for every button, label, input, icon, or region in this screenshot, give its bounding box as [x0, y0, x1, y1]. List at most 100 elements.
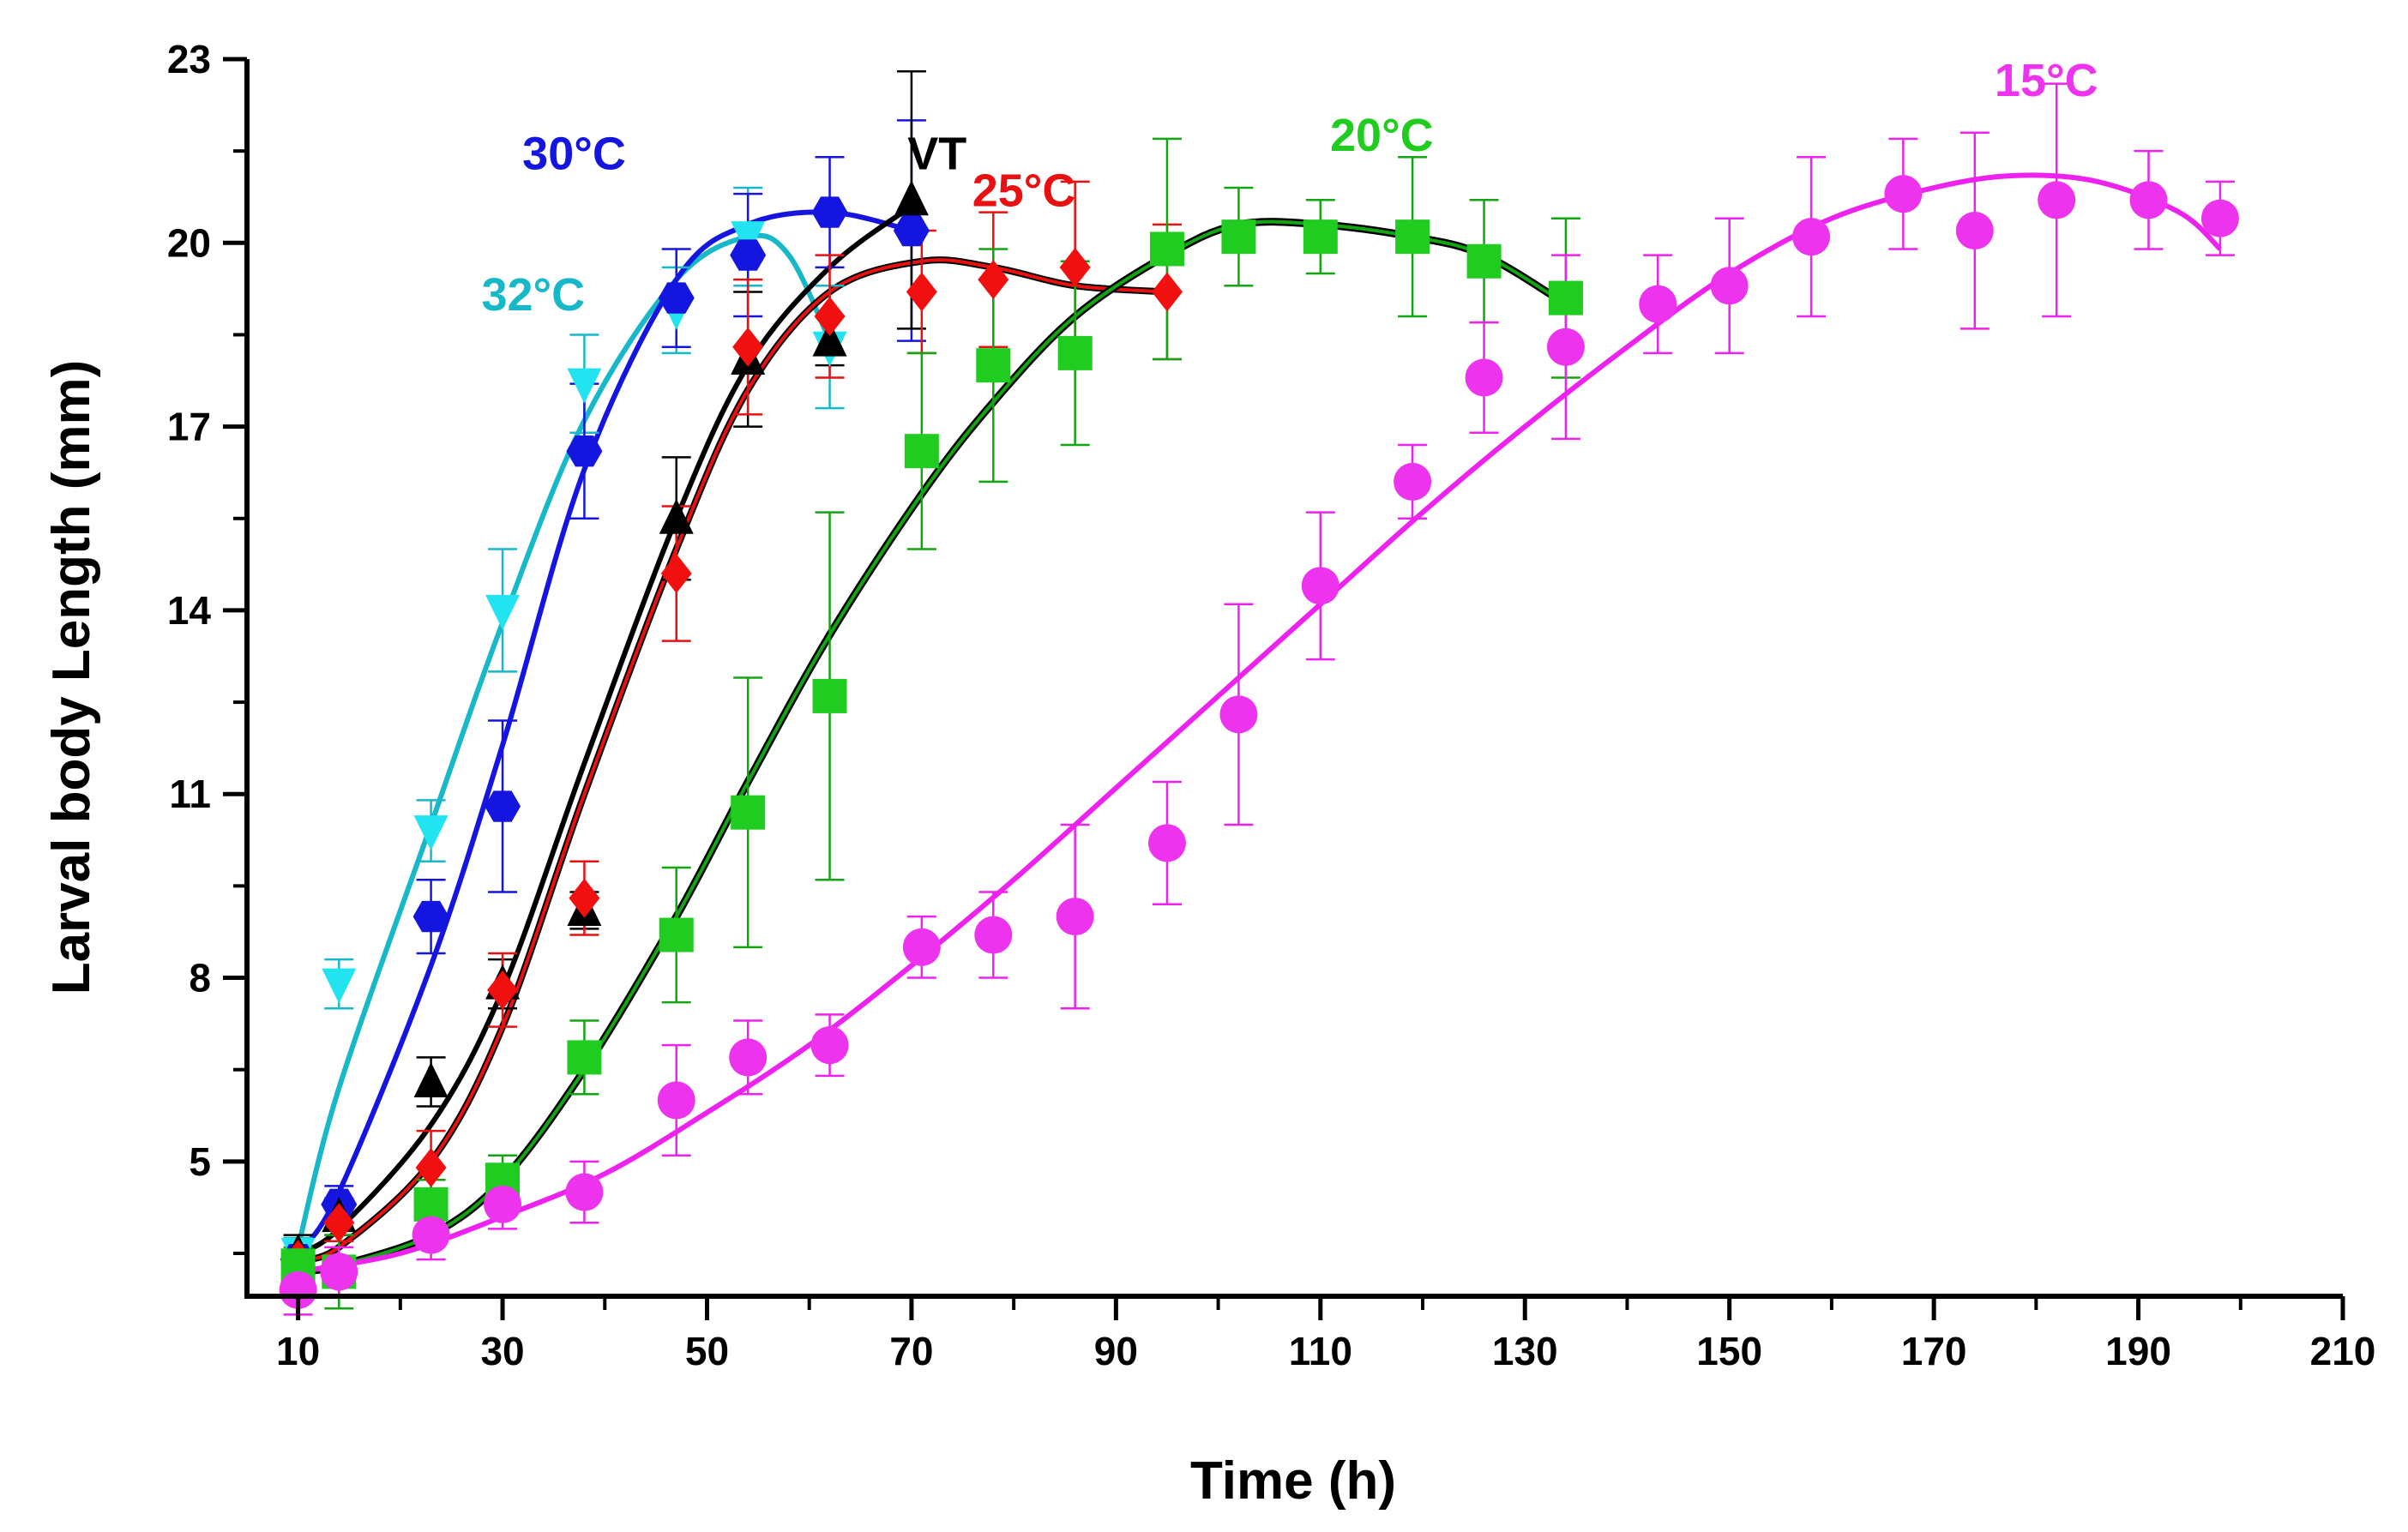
axes [244, 59, 2343, 1299]
data-point-15c [1884, 175, 1923, 213]
x-tick-label: 70 [889, 1329, 933, 1373]
y-tick-label: 23 [167, 37, 211, 81]
data-point-15c [1546, 327, 1585, 366]
data-point-25c [415, 1147, 447, 1187]
data-point-15c [2038, 181, 2076, 219]
data-point-vt [659, 498, 694, 534]
x-axis-title: Time (h) [1190, 1451, 1396, 1511]
data-point-15c [1710, 267, 1749, 305]
data-point-vt [894, 180, 929, 216]
fit-curves [295, 172, 2223, 1276]
data-point-25c [323, 1203, 355, 1243]
data-point-20c [413, 1187, 448, 1222]
data-point-15c [2200, 199, 2239, 237]
data-point-25c [1151, 272, 1183, 312]
data-point-15c [902, 928, 941, 966]
data-markers [279, 175, 2239, 1309]
x-tick-label: 90 [1094, 1329, 1138, 1373]
fit-curve-outline-25c [297, 256, 1168, 1264]
data-point-15c [412, 1216, 450, 1254]
data-point-30c [485, 790, 521, 822]
x-tick-label: 150 [1696, 1329, 1762, 1373]
y-tick-label: 5 [189, 1139, 211, 1184]
data-point-30c [811, 196, 848, 228]
data-point-32c [413, 815, 448, 851]
data-point-20c [1221, 219, 1256, 255]
data-point-20c [812, 678, 847, 713]
data-point-15c [2129, 181, 2168, 219]
data-point-15c [657, 1081, 695, 1120]
data-point-20c [659, 917, 694, 952]
series-label: VT [907, 129, 966, 180]
x-tick-label: 210 [2310, 1329, 2376, 1373]
x-tick-label: 50 [685, 1329, 729, 1373]
data-point-20c [1149, 231, 1184, 267]
data-point-25c [487, 970, 519, 1010]
data-point-20c [1057, 335, 1093, 370]
x-tick-label: 30 [480, 1329, 524, 1373]
data-point-15c [1056, 898, 1094, 936]
data-point-20c [731, 795, 766, 830]
y-tick-label: 11 [169, 772, 211, 816]
y-tick-label: 20 [167, 220, 211, 265]
series-label: 32°C [481, 269, 585, 321]
data-point-25c [569, 878, 600, 918]
data-point-25c [1059, 247, 1091, 287]
y-tick-label: 8 [189, 956, 211, 1000]
data-point-15c [1792, 218, 1831, 256]
x-tick-label: 10 [276, 1329, 320, 1373]
x-tick-label: 130 [1492, 1329, 1558, 1373]
data-point-20c [1548, 280, 1583, 315]
data-point-15c [729, 1038, 768, 1077]
data-point-vt [413, 1061, 448, 1097]
data-point-32c [731, 221, 766, 257]
data-point-20c [1303, 219, 1338, 255]
data-point-15c [810, 1026, 849, 1065]
fit-curve-20c [298, 219, 1567, 1274]
fit-curve-30c [296, 209, 912, 1255]
x-tick-label: 190 [2105, 1329, 2171, 1373]
data-point-15c [1394, 462, 1432, 501]
y-axis-title: Larval body Length (mm) [42, 360, 101, 995]
data-point-15c [565, 1173, 604, 1211]
data-point-30c [412, 900, 449, 933]
data-point-30c [566, 436, 603, 467]
data-point-20c [1395, 219, 1430, 255]
data-point-15c [974, 916, 1013, 954]
fit-curve-outline-20c [297, 218, 1568, 1276]
y-tick-label: 17 [167, 405, 211, 449]
data-point-15c [1639, 285, 1677, 323]
data-point-15c [320, 1253, 358, 1291]
data-point-20c [567, 1040, 602, 1075]
data-point-25c [732, 327, 764, 367]
series-label: 15°C [1995, 55, 2098, 106]
data-point-15c [1219, 695, 1258, 734]
series-label: 20°C [1330, 110, 1434, 161]
data-point-30c [893, 214, 930, 247]
data-point-25c [978, 260, 1009, 300]
x-tick-label: 170 [1901, 1329, 1967, 1373]
error-bars [283, 70, 2235, 1316]
data-point-32c [567, 368, 602, 404]
x-tick-label: 110 [1289, 1329, 1352, 1373]
data-point-15c [484, 1185, 522, 1223]
fit-curve-15c [298, 172, 2223, 1275]
data-point-30c [730, 239, 767, 271]
fit-curve-vt [297, 204, 913, 1256]
data-point-25c [906, 272, 937, 312]
data-point-30c [658, 282, 695, 314]
fit-curve-25c [298, 258, 1168, 1262]
data-point-15c [1147, 824, 1186, 862]
y-tick-label: 14 [167, 588, 212, 633]
data-point-15c [1955, 212, 1994, 250]
data-point-32c [485, 594, 521, 630]
data-point-32c [322, 968, 357, 1004]
data-point-vt [812, 321, 847, 357]
series-label: 30°C [522, 129, 626, 180]
y-ticks: 5 8 11 14 17 20 23 [167, 37, 247, 1255]
data-point-25c [814, 297, 846, 337]
series-label: 25°C [972, 165, 1076, 216]
data-point-20c [904, 434, 939, 469]
